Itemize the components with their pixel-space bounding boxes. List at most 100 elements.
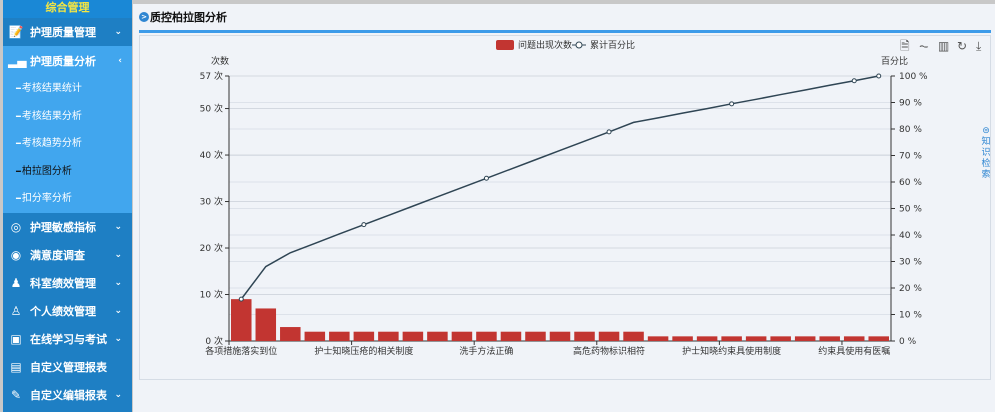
x-tick-label: 高危药物标识相符 [573,345,645,357]
target-icon: ◎ [10,219,22,234]
bar [525,331,546,341]
submenu-result-analysis[interactable]: 考核结果分析 [3,103,132,131]
x-tick-label: 各项措施落实到位 [205,345,277,357]
bar [231,299,252,341]
bar [255,308,277,341]
bar [623,331,644,341]
chart-panel: 0 % 10 % 20 % 30 % 40 % 50 % 60 % 70 % 80 % 90 % 1… [139,35,991,380]
edit-report-icon: ✎ [10,387,22,402]
menu-sensitive-indicators[interactable]: ◎ 护理敏感指标 ⌄ [3,212,132,241]
line-point [238,296,244,302]
bar [353,331,375,341]
chevron-left-icon: ‹ [118,55,122,66]
submenu-result-stats[interactable]: 考核结果统计 [3,75,132,103]
chevron-down-icon: ⌄ [114,221,122,232]
board-icon: ▣ [10,331,22,346]
chevron-down-icon: ⌄ [114,305,122,316]
right-tick-label: 30 % [899,258,922,268]
line-point [606,129,612,135]
line-point [361,222,367,228]
bar [598,331,620,341]
arrow-circle-icon: > [139,12,149,22]
right-tick-label: 20 % [899,284,922,294]
right-tick-label: 90 % [899,99,922,109]
pareto-chart: 0 % 10 % 20 % 30 % 40 % 50 % 60 % 70 % 80 % 90 % 1… [200,39,982,357]
submenu-pareto-analysis[interactable]: 柏拉图分析 [3,158,132,186]
chevron-down-icon: ⌄ [114,333,122,344]
thumbs-up-icon: ◉ [10,247,22,262]
line-point [729,101,735,107]
x-tick-label: 约束具使用有医嘱 [818,345,890,357]
left-tick-label: 10 次 [200,289,223,301]
bar [745,336,767,341]
refresh-icon: ↻ [957,39,967,53]
right-tick-label: 70 % [899,152,922,162]
right-tick-label: 50 % [899,205,922,215]
page-title: > 质控柏拉图分析 [139,9,227,25]
bar [672,336,693,341]
bar [280,327,301,341]
bar [378,331,399,341]
menu-custom-edit-report[interactable]: ✎ 自定义编辑报表 ⌄ [3,380,132,409]
x-tick-label: 护士知晓约束具使用制度 [682,345,781,357]
menu-satisfaction[interactable]: ◉ 满意度调查 ⌄ [3,240,132,269]
left-tick-label: 0 次 [205,335,223,347]
legend-bar-swatch [496,40,514,50]
left-tick-label: 40 次 [200,149,223,161]
knowledge-search-tab[interactable]: ⊜ 知识检索 [979,126,993,181]
legend-line-marker [575,41,583,49]
line-point [851,78,857,84]
menu-personal-performance[interactable]: ♙ 个人绩效管理 ⌄ [3,296,132,325]
right-tick-label: 0 % [899,337,917,347]
bar [500,331,522,341]
right-axis-title: 百分比 [881,55,908,67]
menu-dept-performance[interactable]: ♟ 科室绩效管理 ⌄ [3,268,132,297]
bar [304,331,326,341]
title-underline [139,30,991,33]
bar [843,336,865,341]
sidebar: 综合管理 📝护理质量管理⌄ ▂▄护理质量分析‹ 考核结果统计 考核结果分析 考核… [3,0,132,412]
legend-bar-label: 问题出现次数 [518,39,572,51]
left-axis-title: 次数 [211,55,229,67]
bar [794,336,816,341]
bar [329,331,350,341]
menu-online-learning[interactable]: ▣ 在线学习与考试 ⌄ [3,324,132,353]
data-view-icon: 🗎 [900,39,910,53]
right-tick-label: 80 % [899,125,922,135]
legend-line-label: 累计百分比 [590,39,635,51]
submenu-trend-analysis[interactable]: 考核趋势分析 [3,130,132,158]
bar [770,336,791,341]
bar [868,336,889,341]
menu-quality-analysis[interactable]: ▂▄ 护理质量分析 ‹ [3,46,132,75]
bar [451,331,473,341]
left-tick-label: 20 次 [200,242,223,254]
menu-custom-report[interactable]: ▤ 自定义管理报表 [3,352,132,381]
right-tick-label: 40 % [899,231,922,241]
submenu-deduction-analysis[interactable]: 扣分率分析 [3,185,132,213]
chevron-down-icon: ⌄ [114,27,122,37]
bar [647,336,669,341]
menu-quality-management[interactable]: 📝 护理质量管理 ⌄ [3,18,132,46]
right-tick-label: 60 % [899,178,922,188]
right-tick-label: 100 % [899,72,928,82]
chevron-down-icon: ⌄ [114,249,122,260]
report-icon: ▤ [10,359,22,374]
download-icon: ⤓ [976,39,982,53]
brand-title: 综合管理 [3,0,132,18]
cumulative-line [240,75,879,300]
bar [696,336,718,341]
bar-icon: ▥ [938,39,949,53]
x-tick-label: 洗手方法正确 [459,345,513,357]
bar [549,331,571,341]
bar [476,331,497,341]
chevron-down-icon: ⌄ [114,277,122,288]
left-tick-label: 57 次 [200,70,223,82]
list-circle-icon: ⊜ [982,126,990,136]
main-content: > 质控柏拉图分析 0 % 10 % 20 % 30 % 40 % 50 % 60 % 70 %… [133,4,995,412]
bar [402,331,424,341]
bar [819,336,840,341]
bar-chart-icon: ▂▄ [8,53,27,68]
user-lock-icon: ♙ [10,303,22,318]
right-tick-label: 10 % [899,311,922,321]
chevron-down-icon: ⌄ [114,389,122,400]
